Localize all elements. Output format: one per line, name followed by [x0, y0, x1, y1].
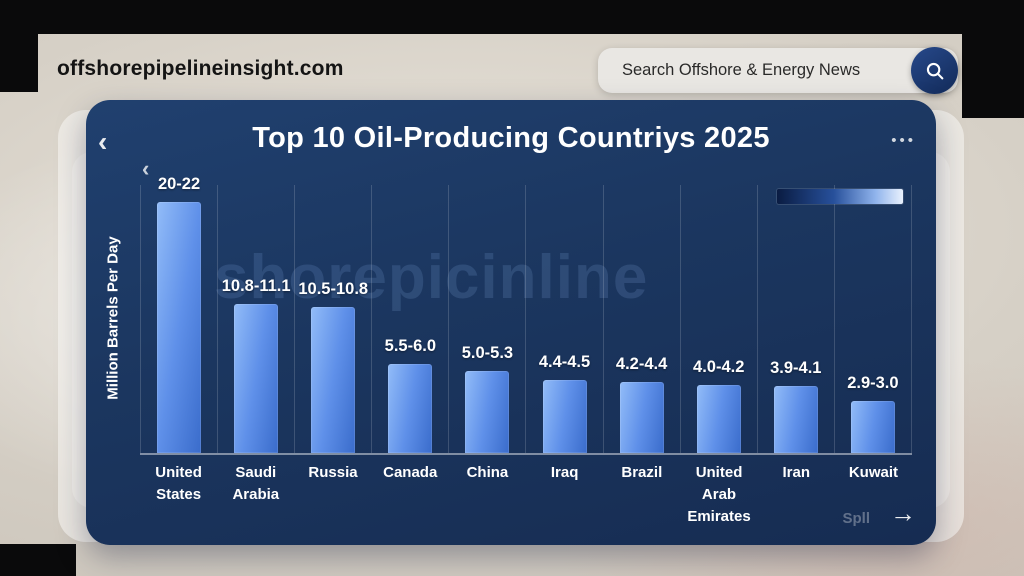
bar-value-label: 3.9-4.1 [770, 359, 822, 377]
corner-block-bottom-left [0, 544, 76, 576]
bar-value-label: 5.5-6.0 [384, 337, 437, 355]
bar [388, 364, 433, 453]
bar-category-label: United States [155, 464, 202, 503]
corner-block-top-right [962, 0, 1024, 118]
x-axis-labels: United States Saudi Arabia Russia Canada Chi… [140, 462, 912, 528]
more-options-icon[interactable]: ••• [891, 132, 916, 149]
bar-value-label: 20-22 [157, 175, 201, 193]
bar-category-label: Saudi Arabia [232, 464, 280, 503]
bar-category-label: Canada [383, 464, 438, 481]
bar-category-label: United Arab Emirates [687, 464, 751, 525]
top-bar [0, 0, 1024, 34]
bar-category-label: Iraq [550, 464, 579, 481]
footer-hint-text: Spll [842, 510, 870, 527]
y-axis-label: Million Barrels Per Day [104, 236, 122, 400]
bar-value-label: 5.0-5.3 [461, 344, 514, 362]
chart-column: 4.4-4.5 [525, 185, 602, 453]
search-icon [926, 62, 943, 79]
chart-column: 2.9-3.0 [833, 185, 912, 453]
chart-column: 3.9-4.1 [756, 185, 834, 453]
chart-column: 4.2-4.4 [602, 185, 680, 453]
chart-card: ‹ ‹ Top 10 Oil-Producing Countriys 2025 … [86, 100, 936, 545]
bar-category-label: Iran [782, 464, 810, 481]
bar-value-label: 10.8-11.1 [221, 277, 291, 295]
bar [542, 380, 587, 453]
bar-category-label: Russia [308, 464, 358, 481]
chart-column: 5.0-5.3 [448, 185, 525, 453]
bar [465, 371, 510, 453]
bar [773, 386, 818, 453]
chevron-left-icon-2[interactable]: ‹ [142, 156, 150, 181]
site-title: offshorepipelineinsight.com [57, 57, 344, 80]
bar-value-label: 2.9-3.0 [847, 374, 899, 392]
bar-category-label: Brazil [621, 464, 663, 481]
search-bar[interactable] [598, 47, 958, 94]
bar [234, 304, 279, 453]
chart-title: Top 10 Oil-Producing Countriys 2025 [252, 122, 770, 154]
bar-value-label: 10.5-10.8 [298, 280, 369, 298]
color-gradient-legend [777, 189, 903, 204]
bar [696, 385, 741, 453]
chart-column: 10.8-11.1 [217, 185, 294, 453]
bar [619, 382, 664, 453]
chart-column: 5.5-6.0 [371, 185, 448, 453]
chart-column: 4.0-4.2 [679, 185, 757, 453]
search-button[interactable] [911, 47, 958, 94]
bar [850, 401, 895, 453]
bar-chart-plot: 20-22 10.8-11.1 10.5-10.8 5.5-6.0 5.0-5.3 4.4… [140, 175, 912, 455]
arrow-right-icon[interactable]: → [890, 498, 916, 528]
bar-value-label: 4.4-4.5 [538, 353, 591, 371]
bar-value-label: 4.0-4.2 [693, 358, 745, 376]
chevron-left-icon[interactable]: ‹ [98, 126, 108, 157]
bar [311, 307, 356, 453]
corner-block-top-left [0, 0, 38, 92]
bar-category-label: China [466, 464, 509, 481]
bar-category-label: Kuwait [848, 464, 899, 481]
bar-value-label: 4.2-4.4 [615, 355, 668, 373]
chart-column: 20-22 [140, 175, 217, 453]
search-input[interactable] [598, 48, 898, 93]
chart-column: 10.5-10.8 [294, 185, 371, 453]
bar [157, 202, 202, 453]
